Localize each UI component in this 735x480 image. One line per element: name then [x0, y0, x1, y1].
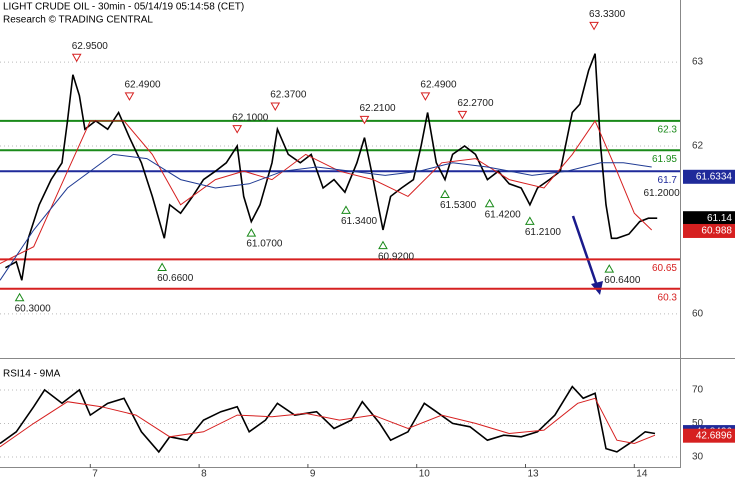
series-line	[0, 119, 653, 264]
low-marker	[440, 189, 450, 198]
high-label: 62.3700	[270, 90, 307, 101]
low-marker	[524, 216, 535, 225]
low-marker	[604, 264, 615, 273]
high-marker	[589, 21, 599, 31]
low-label: 60.9200	[378, 251, 415, 262]
y-tick-label: 30	[692, 452, 704, 463]
value-badge-label: 61.6334	[696, 171, 733, 182]
level-label: 61.95	[652, 154, 677, 165]
high-label: 62.9500	[72, 41, 109, 52]
low-label: 61.3400	[341, 216, 378, 227]
x-tick-label: 13	[528, 469, 540, 480]
low-label: 60.6400	[604, 275, 641, 286]
low-marker	[378, 240, 388, 250]
x-tick-label: 7	[92, 469, 98, 480]
chart-subtitle: Research © TRADING CENTRAL	[3, 15, 153, 26]
level-label: 62.3	[658, 124, 678, 135]
low-label: 60.3000	[15, 303, 52, 314]
value-badge	[683, 169, 735, 184]
high-label: 63.3300	[589, 9, 626, 20]
x-tick-label: 14	[636, 469, 648, 480]
y-tick-label: 70	[692, 385, 704, 396]
high-marker	[359, 115, 370, 125]
x-tick-label: 10	[419, 469, 431, 480]
level-label: 60.65	[652, 263, 677, 274]
value-badge-label: 60.988	[701, 226, 732, 237]
series-line	[0, 397, 656, 448]
value-badge	[683, 428, 735, 443]
y-tick-label: 50	[692, 418, 704, 429]
high-marker	[71, 53, 82, 63]
panel-title: RSI14 - 9MA	[3, 369, 61, 380]
low-label: 60.6600	[157, 273, 194, 284]
high-label: 62.2100	[359, 103, 396, 114]
y-tick-label: 62	[692, 141, 704, 152]
series-line	[0, 385, 656, 454]
annotation-label: 61.2000	[644, 188, 681, 199]
low-label: 61.0700	[246, 239, 283, 250]
value-badge-label: 61.14	[707, 213, 732, 224]
series-line	[0, 153, 652, 281]
low-marker	[341, 205, 351, 214]
low-marker	[157, 262, 167, 271]
x-tick-label: 9	[310, 469, 316, 480]
high-marker	[124, 92, 135, 101]
low-label: 61.4200	[485, 209, 522, 220]
low-label: 61.5300	[440, 200, 477, 211]
series-line	[5, 53, 658, 281]
high-marker	[270, 102, 281, 111]
value-badge	[683, 223, 735, 238]
high-label: 62.1000	[232, 112, 269, 123]
low-marker	[14, 292, 25, 302]
level-label: 60.3	[658, 292, 678, 303]
low-marker	[484, 198, 495, 208]
y-tick-label: 63	[692, 57, 704, 68]
high-marker	[420, 92, 431, 101]
level-label: 61.7	[658, 175, 678, 186]
low-marker	[246, 228, 257, 237]
high-label: 62.4900	[124, 80, 161, 91]
x-tick-label: 8	[201, 469, 207, 480]
projection-arrow	[571, 215, 599, 287]
high-marker	[457, 110, 468, 120]
high-marker	[232, 125, 243, 134]
high-label: 62.2700	[457, 98, 494, 109]
value-badge-label: 42.6896	[696, 430, 733, 441]
chart-title: LIGHT CRUDE OIL - 30min - 05/14/19 05:14…	[3, 2, 244, 13]
high-label: 62.4900	[420, 80, 457, 91]
y-tick-label: 60	[692, 309, 704, 320]
value-badge	[683, 211, 735, 226]
low-label: 61.2100	[525, 227, 562, 238]
